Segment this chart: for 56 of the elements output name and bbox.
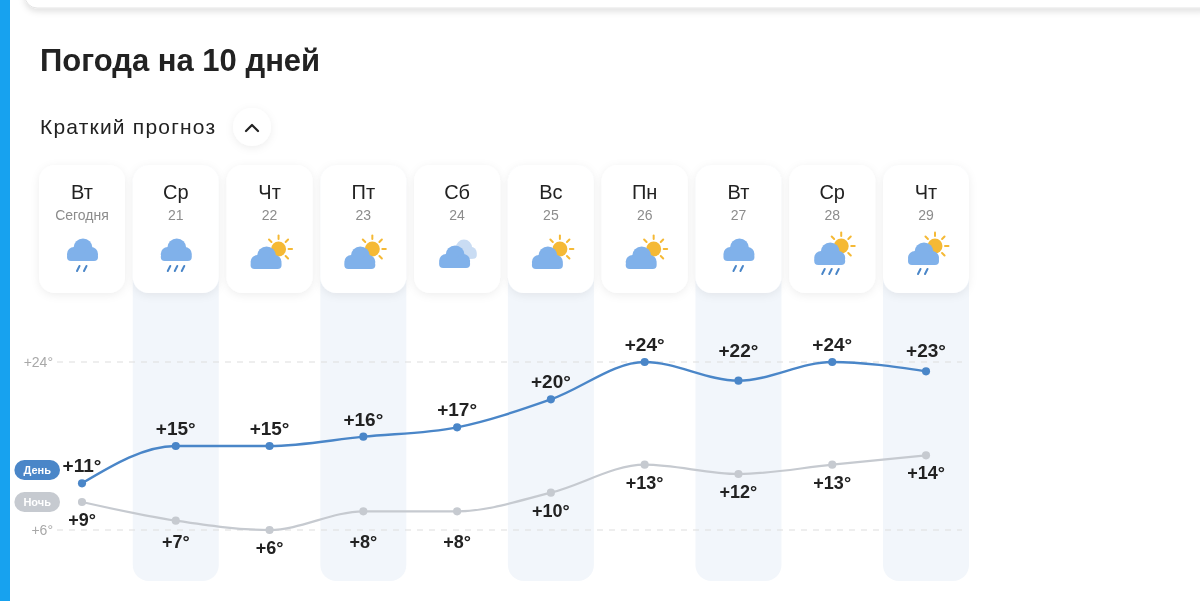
point [828, 460, 837, 469]
data-label: +7° [161, 532, 190, 553]
x-tick-label: Вс 25 [539, 181, 563, 223]
point [734, 376, 743, 385]
point [77, 479, 87, 488]
data-label: +13° [625, 472, 664, 493]
data-label: +8° [443, 532, 471, 553]
data-label: +17° [437, 399, 478, 421]
point [921, 367, 931, 376]
chart-title: Погода на 10 дней [40, 43, 321, 78]
x-tick-label: Ср 21 [162, 181, 189, 223]
point [640, 357, 649, 367]
point [265, 525, 274, 535]
point [171, 516, 180, 525]
data-label: +12° [719, 482, 758, 502]
ref-line-label: +24° [23, 353, 53, 370]
text: День [23, 463, 52, 476]
x-tick-label: Вт 27 [727, 181, 750, 223]
point [359, 432, 368, 441]
data-label: +24° [812, 334, 853, 355]
data-label: +24° [624, 334, 665, 355]
x-tick-label: Пт 23 [351, 181, 376, 223]
data-label: +9° [68, 510, 96, 530]
x-tick-label: Чт 22 [258, 181, 281, 223]
data-label: +11° [62, 455, 102, 477]
x-tick-label: Вт Сегодня [55, 181, 109, 223]
text: Ночь [23, 495, 52, 508]
data-label: +16° [343, 408, 384, 430]
ref-line-label: +6° [31, 521, 53, 538]
point [359, 507, 368, 516]
data-label: +6° [255, 538, 284, 558]
point [453, 423, 462, 432]
data-label: +22° [718, 340, 759, 361]
point [921, 451, 931, 460]
chart-subtitle: Краткий прогноз [40, 115, 217, 138]
x-tick-label: Сб 24 [444, 181, 471, 223]
data-label: +15° [155, 418, 196, 439]
point [546, 488, 555, 497]
point [453, 507, 462, 516]
data-label: +8° [349, 532, 378, 553]
data-label: +15° [249, 418, 290, 439]
point [734, 469, 743, 479]
x-tick-label: Ср 28 [819, 181, 846, 223]
point [171, 441, 180, 451]
data-label: +14° [907, 463, 945, 484]
point [265, 441, 274, 451]
point [546, 395, 555, 404]
point [77, 497, 87, 507]
x-tick-label: Пн 26 [631, 181, 658, 223]
data-label: +20° [530, 371, 571, 393]
point [640, 460, 649, 469]
data-label: +23° [906, 340, 946, 361]
data-label: +10° [532, 500, 570, 521]
data-label: +13° [813, 472, 852, 493]
point [828, 357, 837, 367]
x-tick-label: Чт 29 [914, 181, 938, 223]
